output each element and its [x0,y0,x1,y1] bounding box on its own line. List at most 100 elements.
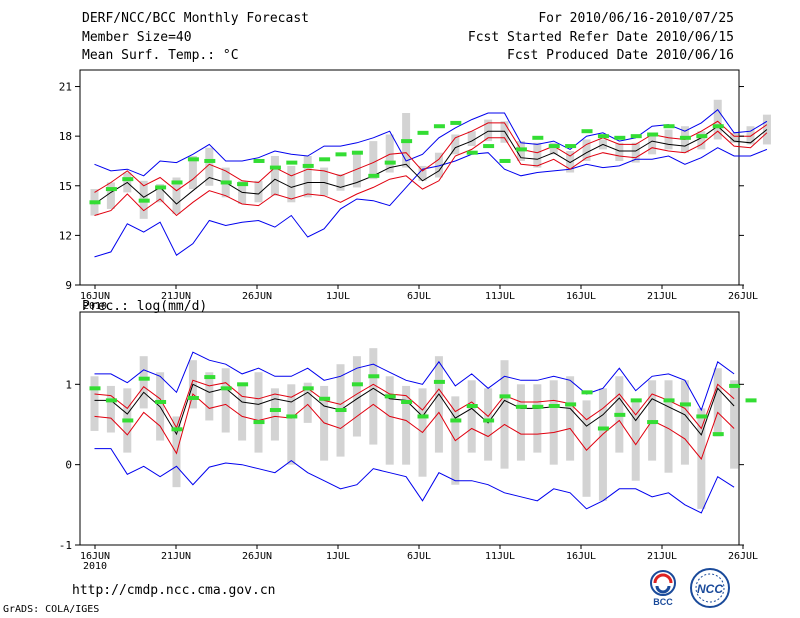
precipitation-ensemble-box [500,360,509,469]
temperature-x-tick-label: 16JUN [80,291,110,302]
temperature-member-marker [302,163,314,168]
produced-date: Fcst Produced Date 2010/06/16 [507,48,734,63]
temperature-member-marker [417,130,429,135]
temperature-ensemble-box [631,142,640,163]
temperature-ensemble-box [467,131,476,147]
temperature-ensemble-box [451,134,460,155]
temperature-member-marker [647,132,659,137]
precipitation-ensemble-box [270,388,279,441]
precipitation-member-marker [302,386,314,391]
precipitation-member-marker [401,399,413,404]
precipitation-member-marker [138,376,150,381]
precipitation-member-marker [466,404,478,409]
temperature-line-maximum [94,108,768,177]
temperature-line-minimum [94,147,768,258]
temperature-x-tick-label: 16JUL [566,291,596,302]
temperature-member-marker [122,177,134,182]
temperature-ensemble-box [205,147,214,186]
temperature-ensemble-box [188,156,197,190]
precipitation-member-marker [351,382,363,387]
temperature-x-tick-label: 26JUL [728,291,758,302]
temperature-member-marker [286,160,298,165]
precipitation-member-marker [532,404,544,409]
precipitation-member-marker [155,399,167,404]
precipitation-member-marker [286,414,298,419]
temperature-x-tick-label: 21JUL [647,291,677,302]
precipitation-member-marker [696,414,708,419]
temperature-member-marker [515,147,527,152]
precipitation-line-maximum [94,351,735,412]
temperature-ensemble-box [418,165,427,181]
precipitation-member-marker [614,412,626,417]
precipitation-line-lower-spread [94,393,735,461]
precipitation-member-marker [122,418,134,423]
member-size: Member Size=40 [82,30,192,45]
precipitation-ensemble-box [730,380,739,469]
temperature-y-tick-label: 15 [59,180,72,193]
temperature-ensemble-box [533,142,542,168]
precipitation-x-year-label: 2010 [83,561,107,572]
precipitation-ensemble-box [238,384,247,441]
precipitation-ensemble-box [385,376,394,465]
temperature-ensemble-box [549,142,558,155]
temperature-ensemble-box [320,167,329,196]
precipitation-x-tick-label: 6JUL [407,551,431,562]
temperature-member-marker [614,135,626,140]
precipitation-member-marker [237,382,249,387]
temperature-ensemble-box [106,182,115,209]
temperature-ensemble-box [730,132,739,143]
temperature-ensemble-box [156,184,165,203]
precipitation-ensemble-box [303,382,312,423]
source-url[interactable]: http://cmdp.ncc.cma.gov.cn [72,583,276,598]
temperature-member-marker [548,144,560,149]
temperature-member-marker [220,180,232,185]
precipitation-member-marker [745,398,757,403]
temperature-x-tick-label: 6JUL [407,291,431,302]
precipitation-member-marker [433,379,445,384]
precipitation-ensemble-box [598,388,607,501]
precipitation-member-marker [499,394,511,399]
temp-variable-label: Mean Surf. Temp.: °C [82,48,239,63]
temperature-x-tick-label: 26JUN [242,291,272,302]
temperature-member-marker [532,135,544,140]
temperature-y-tick-label: 9 [65,279,72,292]
temperature-ensemble-box [746,126,755,145]
temperature-line-ensemble-mean [94,125,768,205]
temperature-y-tick-label: 21 [59,81,72,94]
precipitation-ensemble-box [90,376,99,431]
temperature-ensemble-box [713,99,722,140]
precipitation-line-ensemble-mean [94,383,735,436]
chart-title: DERF/NCC/BCC Monthly Forecast [82,11,309,26]
temperature-member-marker [696,134,708,139]
precipitation-ensemble-box [402,385,411,465]
temperature-x-tick-label: 1JUL [326,291,350,302]
temperature-ensemble-box [385,134,394,173]
precipitation-x-tick-label: 26JUL [728,551,758,562]
precipitation-ensemble-box [254,372,263,453]
temperature-member-marker [155,185,167,190]
temperature-member-marker [253,158,265,163]
temperature-plot-frame [79,69,740,286]
precipitation-member-marker [565,402,577,407]
precipitation-member-marker [319,396,331,401]
precipitation-ensemble-box [549,380,558,465]
temperature-ensemble-box [172,177,181,214]
temperature-member-marker [335,152,347,157]
temperature-ensemble-box [270,156,279,196]
temperature-ensemble-box [484,119,493,142]
precipitation-y-tick-label: 0 [65,459,72,472]
precipitation-ensemble-box [106,385,115,433]
temperature-member-marker [89,200,101,205]
precipitation-ensemble-box [566,376,575,461]
forecast-period: For 2010/06/16-2010/07/25 [538,11,734,26]
temperature-ensemble-box [566,151,575,173]
precipitation-ensemble-box [221,368,230,433]
ncc-logo-text: NCC [697,582,723,596]
temperature-member-marker [483,144,495,149]
precipitation-ensemble-box [467,380,476,453]
precipitation-y-tick-label: -1 [59,539,72,552]
temperature-ensemble-box [648,134,657,155]
precipitation-member-marker [597,426,609,431]
precipitation-x-tick-label: 21JUN [161,551,191,562]
